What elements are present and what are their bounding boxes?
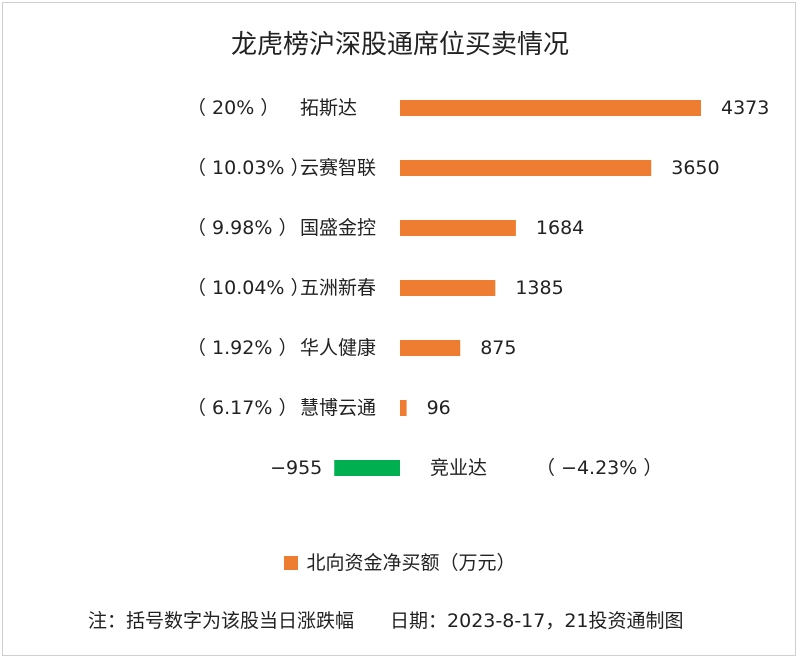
change-label-5: （ 1.92% ）: [187, 337, 297, 359]
category-label-4: 五洲新春: [300, 277, 376, 299]
chart-title: 龙虎榜沪深股通席位买卖情况: [230, 30, 569, 60]
change-label-4: （ 10.04% ）: [187, 277, 310, 299]
value-label-1: 4373: [721, 97, 769, 119]
change-label-2: （ 10.03% ）: [187, 157, 310, 179]
legend-swatch: [284, 556, 299, 570]
value-label-6: 96: [427, 397, 451, 419]
legend-label: 北向资金净买额（万元）: [306, 552, 516, 574]
bar-4: [400, 280, 496, 296]
bar-3: [400, 220, 516, 236]
category-label-5: 华人健康: [300, 337, 376, 359]
change-label-1: （ 20% ）: [187, 97, 279, 119]
footer: 注：括号数字为该股当日涨跌幅 日期：2023-8-17，21投资通制图: [88, 606, 684, 633]
category-label-1: 拓斯达: [300, 97, 357, 119]
bar-5: [400, 340, 461, 356]
change-label-6: （ 6.17% ）: [187, 397, 297, 419]
value-label-5: 875: [480, 337, 516, 359]
value-label-2: 3650: [671, 157, 719, 179]
bar-2: [400, 160, 652, 176]
category-label-3: 国盛金控: [300, 217, 376, 239]
footer-note: 注：括号数字为该股当日涨跌幅: [88, 610, 355, 632]
legend: 北向资金净买额（万元）: [0, 548, 800, 575]
category-label-6: 慧博云通: [300, 397, 376, 419]
bar-7: [334, 460, 400, 476]
change-label-3: （ 9.98% ）: [187, 217, 297, 239]
category-label-7: 竞业达: [430, 457, 487, 479]
bar-chart: 4373 拓斯达 （ 20% ） 3650 云赛智联（ 10.03% ） 1684 国盛金控…: [187, 97, 769, 479]
change-label-7: （ −4.23% ）: [536, 457, 662, 479]
category-label-2: 云赛智联: [300, 157, 376, 179]
value-label-7: −955: [270, 457, 322, 479]
value-label-3: 1684: [536, 217, 584, 239]
value-label-4: 1385: [515, 277, 563, 299]
bar-6: [400, 400, 407, 416]
bar-1: [400, 100, 701, 116]
footer-source: 日期：2023-8-17，21投资通制图: [390, 610, 684, 632]
